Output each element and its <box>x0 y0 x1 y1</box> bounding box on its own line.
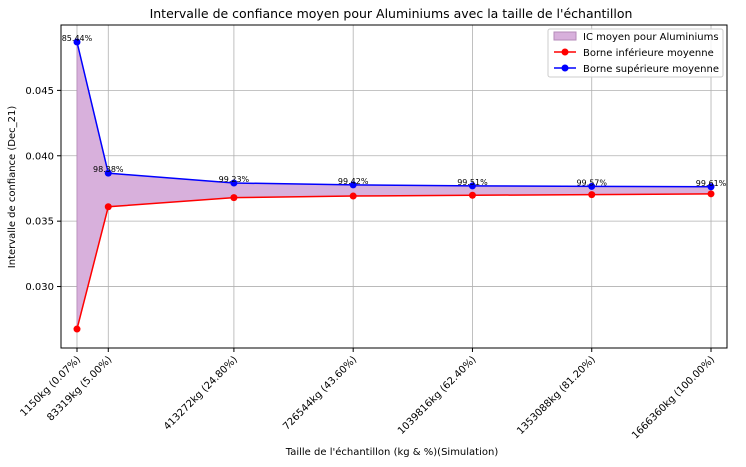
legend-band-swatch <box>553 31 577 41</box>
data-point-lower <box>349 192 357 200</box>
series-line-lower <box>76 193 712 330</box>
percent-annotation: 99.51% <box>457 178 488 187</box>
y-tick-label: 0.045 <box>25 86 54 97</box>
legend-lower-marker <box>561 48 569 56</box>
x-axis-label: Taille de l'échantillon (kg & %)(Simulat… <box>285 446 499 458</box>
data-point-lower <box>588 191 596 199</box>
x-tick-label: 413272kg (24.80%) <box>162 354 240 432</box>
y-tick-label: 0.035 <box>25 217 54 228</box>
annotations: 85.44% 98.38% 99.23% 99.42% 99.51% 99.57% 99.6… <box>62 34 727 188</box>
data-point-lower <box>73 325 81 333</box>
percent-annotation: 99.23% <box>219 175 250 184</box>
series-lines <box>73 38 715 333</box>
data-point-upper <box>73 38 81 46</box>
data-point-upper <box>230 179 238 187</box>
legend-label-band: IC moyen pour Aluminiums <box>583 32 719 43</box>
x-tick-label: 1353088kg (81.20%) <box>515 354 598 437</box>
percent-annotation: 99.42% <box>338 177 369 186</box>
chart-title: Intervalle de confiance moyen pour Alumi… <box>150 6 633 21</box>
legend-upper-marker <box>561 64 569 72</box>
y-tick-label: 0.040 <box>25 151 54 162</box>
data-point-upper <box>468 182 476 190</box>
y-axis-label: Intervalle de confiance (Dec_21) <box>7 106 18 269</box>
legend-label-upper: Borne supérieure moyenne <box>583 63 719 75</box>
data-point-upper <box>349 181 357 189</box>
x-tick-label: 1039816kg (62.40%) <box>396 354 479 437</box>
data-point-lower <box>707 190 715 198</box>
data-point-lower <box>104 203 112 211</box>
plot-frame <box>60 24 728 349</box>
y-axis: 0.030 0.035 0.040 0.045 <box>25 86 61 293</box>
data-point-lower <box>468 191 476 199</box>
data-point-upper <box>104 169 112 177</box>
percent-annotation: 98.38% <box>93 165 124 174</box>
x-tick-label: 1666360kg (100.00%) <box>630 354 717 441</box>
percent-annotation: 99.57% <box>576 178 607 187</box>
legend-box <box>547 28 724 78</box>
percent-annotation: 99.61% <box>696 179 727 188</box>
y-tick-label: 0.030 <box>25 282 54 293</box>
percent-annotation: 85.44% <box>62 34 93 43</box>
legend-label-lower: Borne inférieure moyenne <box>583 47 714 59</box>
data-point-upper <box>707 183 715 191</box>
legend: IC moyen pour Aluminiums Borne inférieur… <box>547 28 724 78</box>
x-axis: 1150kg (0.07%)83319kg (5.00%) 413272kg (2… <box>19 348 717 441</box>
data-point-upper <box>588 182 596 190</box>
x-tick-label: 726544kg (43.60%) <box>281 354 359 432</box>
data-point-lower <box>230 194 238 202</box>
